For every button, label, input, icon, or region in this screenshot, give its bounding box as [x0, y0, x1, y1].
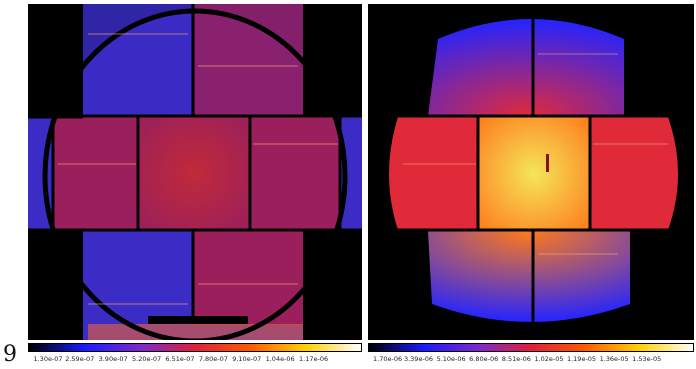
colorbar-tick-label: 7.80e-07	[198, 355, 228, 363]
colorbar-tick-label: 3.39e-06	[403, 355, 434, 363]
colorbar-tick-label: 1.30e-07	[33, 355, 63, 363]
colorbar-tick-label: 6.51e-07	[165, 355, 195, 363]
colorbar-tick-label: 1.53e-05	[632, 355, 662, 363]
figure-label: 9	[3, 342, 17, 367]
colorbar-tick-label: 9.10e-07	[232, 355, 262, 363]
left-center-chip	[138, 117, 250, 229]
colorbar-right	[368, 343, 694, 352]
colorbar-tick-label: 1.70e-06	[373, 355, 403, 363]
left-mask-outline	[42, 8, 348, 340]
right-streaks	[403, 53, 668, 255]
colorbar-left	[28, 343, 362, 352]
colorbar-tick-label: 6.80e-06	[469, 355, 499, 363]
right-center-mark	[546, 154, 549, 172]
colorbar-tick-label: 1.02e-05	[534, 355, 564, 363]
colorbar-left-ticks: 1.30e-07 2.59e-07 3.90e-07 5.20e-07 6.51e-07…	[28, 355, 362, 367]
colorbar-tick-label: 5.10e-06	[436, 355, 466, 363]
colorbar-tick-label: 1.04e-06	[265, 355, 295, 363]
right-chips-top	[428, 19, 624, 116]
left-notch	[148, 316, 248, 324]
left-streaks	[58, 33, 338, 305]
colorbar-tick-label: 1.19e-05	[566, 355, 597, 363]
colorbar-right-ticks: 1.70e-06 3.39e-06 5.10e-06 6.80e-06 8.51e-06…	[368, 355, 694, 367]
right-chip-gaps	[368, 4, 694, 324]
right-center-chip	[478, 117, 590, 230]
exposure-map-right	[368, 4, 694, 340]
exposure-map-left	[28, 4, 362, 340]
colorbar-tick-label: 1.36e-05	[599, 355, 629, 363]
colorbar-tick-label: 3.90e-07	[98, 355, 128, 363]
right-chips-bottom	[428, 231, 630, 322]
exposure-map-right-image	[368, 4, 694, 324]
colorbar-tick-label: 1.17e-06	[299, 355, 329, 363]
colorbar-tick-label: 5.20e-07	[132, 355, 162, 363]
colorbar-tick-label: 2.59e-07	[65, 355, 95, 363]
colorbar-tick-label: 8.51e-06	[501, 355, 531, 363]
exposure-map-left-image	[28, 4, 362, 340]
